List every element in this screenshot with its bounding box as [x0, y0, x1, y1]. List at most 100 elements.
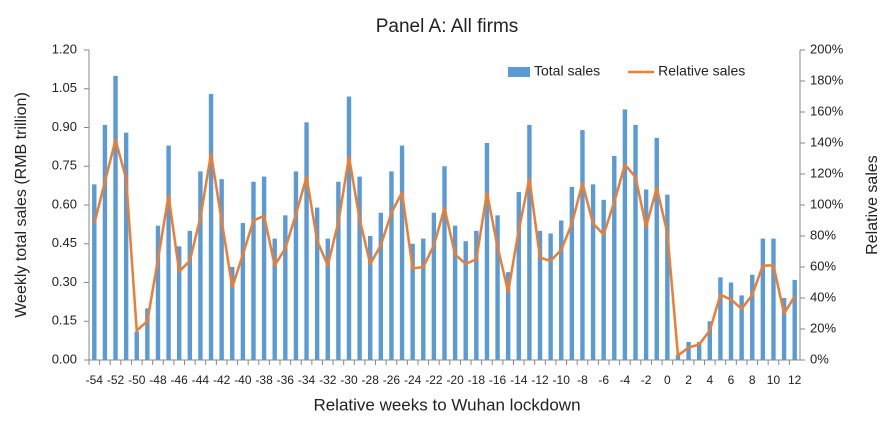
bar — [219, 179, 224, 360]
bar — [718, 277, 723, 360]
bar — [654, 137, 659, 360]
bar — [261, 176, 267, 360]
x-tick-label: -54 — [86, 373, 104, 387]
bar — [675, 354, 681, 360]
x-tick-label: 6 — [728, 373, 735, 387]
bar — [771, 238, 776, 360]
x-tick-label: 4 — [706, 373, 713, 387]
y-tick-label: 0.00 — [52, 351, 77, 366]
bar — [495, 215, 500, 360]
x-tick-label: -34 — [298, 373, 316, 387]
bar — [590, 184, 596, 360]
bar — [633, 124, 638, 361]
bar — [272, 238, 277, 360]
bar — [686, 341, 691, 360]
x-tick-label: -52 — [107, 373, 125, 387]
x-tick-label: -8 — [577, 373, 588, 387]
legend-swatch — [508, 67, 530, 77]
x-tick-label: -18 — [468, 373, 486, 387]
bar — [569, 186, 575, 360]
y2-tick-label: 180% — [810, 72, 844, 87]
y-tick-label: 0.15 — [52, 313, 77, 328]
x-tick-label: -4 — [620, 373, 631, 387]
bar — [389, 171, 394, 360]
bar — [760, 238, 766, 360]
x-tick-label: -12 — [531, 373, 549, 387]
bar — [240, 223, 246, 360]
bar — [314, 207, 320, 360]
bar — [230, 267, 235, 360]
bar — [421, 238, 426, 360]
bar — [198, 171, 203, 360]
bar — [707, 321, 712, 360]
bar — [134, 331, 139, 360]
bar — [580, 130, 585, 360]
bar — [166, 145, 171, 360]
bar — [368, 236, 373, 360]
bar — [739, 295, 744, 360]
x-tick-label: -38 — [255, 373, 273, 387]
bar — [92, 184, 97, 360]
x-tick-label: -48 — [149, 373, 167, 387]
bar — [123, 132, 129, 360]
y2-axis-label: Relative sales — [864, 155, 881, 255]
y-tick-label: 0.45 — [52, 235, 77, 250]
bar — [155, 225, 161, 360]
x-tick-label: -50 — [128, 373, 146, 387]
x-tick-label: -10 — [553, 373, 571, 387]
bar — [442, 166, 447, 360]
bar — [177, 246, 182, 360]
y-tick-label: 1.20 — [52, 41, 77, 56]
legend-label: Total sales — [534, 63, 600, 79]
y-tick-label: 0.30 — [52, 274, 77, 289]
x-tick-label: -16 — [489, 373, 507, 387]
bar — [484, 143, 490, 360]
bar — [463, 241, 468, 360]
bar — [548, 233, 553, 360]
y2-tick-label: 0% — [810, 351, 829, 366]
y-axis-label: Weekly total sales (RMB trillion) — [13, 92, 30, 318]
y-tick-label: 0.60 — [52, 196, 77, 211]
bar — [452, 225, 458, 360]
bar — [792, 279, 797, 360]
bar — [378, 212, 384, 360]
x-tick-label: -22 — [425, 373, 443, 387]
x-tick-label: -36 — [277, 373, 295, 387]
bar — [537, 230, 543, 360]
x-tick-label: 8 — [749, 373, 756, 387]
y2-tick-label: 160% — [810, 103, 844, 118]
x-tick-label: -28 — [362, 373, 380, 387]
bar — [399, 145, 405, 360]
y2-tick-label: 40% — [810, 289, 836, 304]
y2-tick-label: 200% — [810, 41, 844, 56]
x-tick-label: 2 — [685, 373, 692, 387]
bar — [527, 124, 532, 361]
y2-tick-label: 120% — [810, 165, 844, 180]
bar — [325, 238, 330, 360]
bar — [336, 181, 341, 360]
x-tick-label: -26 — [383, 373, 401, 387]
x-tick-label: -14 — [510, 373, 528, 387]
bar — [145, 308, 150, 360]
bar — [601, 199, 606, 360]
bar — [113, 75, 118, 360]
y-tick-label: 0.75 — [52, 158, 77, 173]
bar — [474, 230, 479, 360]
bar — [410, 243, 415, 360]
y2-tick-label: 20% — [810, 320, 836, 335]
y2-tick-label: 80% — [810, 227, 836, 242]
bar — [102, 124, 108, 361]
bar — [750, 274, 755, 360]
x-tick-label: -30 — [340, 373, 358, 387]
bar — [293, 171, 299, 360]
y2-tick-label: 140% — [810, 134, 844, 149]
bar — [728, 282, 734, 360]
line — [93, 138, 796, 357]
bar — [665, 194, 670, 360]
bar — [622, 109, 628, 361]
y-tick-label: 1.05 — [52, 80, 77, 95]
legend-label: Relative sales — [658, 63, 745, 79]
bar — [696, 341, 702, 360]
bar — [251, 181, 256, 360]
